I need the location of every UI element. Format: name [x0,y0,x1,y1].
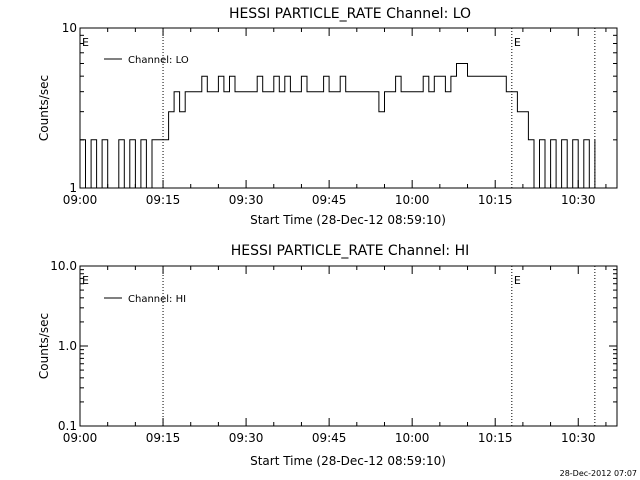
x-tick-label: 10:15 [478,193,513,207]
x-tick-label: 10:00 [395,193,430,207]
x-tick-label: 09:45 [312,431,347,445]
footer-timestamp: 28-Dec-2012 07:07 [560,469,637,478]
event-marker-label: E [82,274,89,287]
panel-hi: HESSI PARTICLE_RATE Channel: HI 09:00 09:… [37,243,618,468]
panel-lo-xlabel: Start Time (28-Dec-12 08:59:10) [250,213,446,227]
panel-lo: HESSI PARTICLE_RATE Channel: LO 09:00 09:… [37,6,618,227]
x-tick-label: 10:15 [478,431,513,445]
panel-lo-title: HESSI PARTICLE_RATE Channel: LO [229,6,471,22]
panel-lo-legend-label: Channel: LO [128,55,189,66]
panel-lo-legend: Channel: LO [104,55,189,66]
event-marker-label: E [514,274,521,287]
panel-hi-ylabel: Counts/sec [37,313,51,379]
panel-hi-title: HESSI PARTICLE_RATE Channel: HI [231,243,469,259]
x-tick-label: 09:15 [146,431,181,445]
panel-lo-ylabel: Counts/sec [37,75,51,141]
y-tick-label: 0.1 [58,419,77,433]
x-tick-label: 09:15 [146,193,181,207]
y-tick-label: 10.0 [50,259,77,273]
x-tick-label: 09:30 [229,193,264,207]
y-tick-label: 10 [62,21,77,35]
x-tick-label: 09:00 [63,431,98,445]
x-tick-label: 09:45 [312,193,347,207]
y-tick-label: 1.0 [58,339,77,353]
panel-lo-frame [79,27,618,189]
panel-hi-legend-label: Channel: HI [128,294,186,305]
x-tick-label: 10:30 [561,431,596,445]
event-marker-label: E [82,36,89,49]
panel-hi-frame [79,265,618,427]
x-tick-label: 09:30 [229,431,264,445]
panel-hi-xlabel: Start Time (28-Dec-12 08:59:10) [250,454,446,468]
panel-hi-legend: Channel: HI [104,294,186,305]
x-tick-label: 10:30 [561,193,596,207]
x-tick-label: 09:00 [63,193,98,207]
panel-lo-series-line [80,63,596,189]
event-marker-label: E [514,36,521,49]
y-tick-label: 1 [69,181,77,195]
x-tick-label: 10:00 [395,431,430,445]
